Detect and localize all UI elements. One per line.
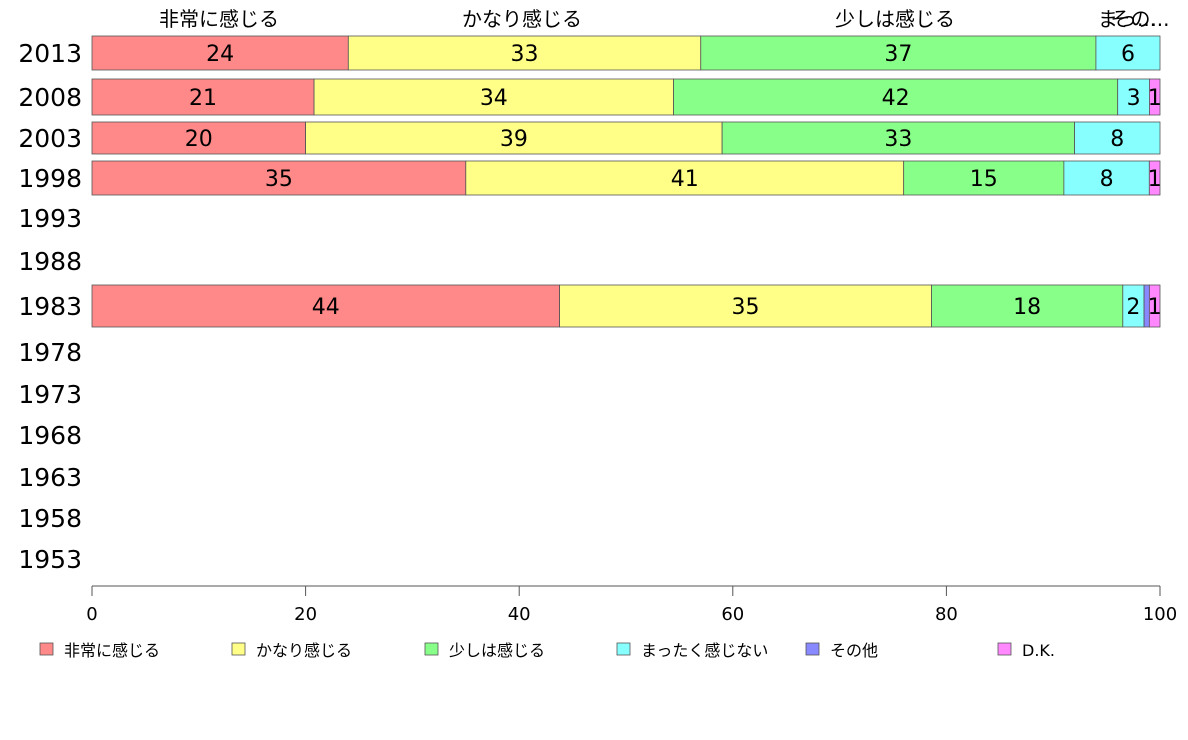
data-label: 33 <box>511 42 539 67</box>
data-label: 39 <box>500 127 528 152</box>
y-axis-labels: 2013 2008 2003 1998 1993 1988 1983 1978 1973 1968… <box>18 39 82 574</box>
x-tick-label: 100 <box>1143 604 1177 625</box>
top-label: 少しは感じる <box>835 7 955 31</box>
data-label: 42 <box>882 86 910 111</box>
bar-segment <box>1148 160 1161 196</box>
top-label: 非常に感じる <box>159 7 279 31</box>
legend-label: 非常に感じる <box>64 641 160 660</box>
x-tick-label: 40 <box>508 604 531 625</box>
bar-segment <box>1149 78 1161 116</box>
y-tick-label: 1958 <box>18 504 82 533</box>
data-label: 15 <box>970 167 998 192</box>
data-label: 35 <box>732 295 760 320</box>
legend-swatch <box>231 642 246 656</box>
bar-segment <box>721 121 1075 155</box>
legend-label: D.K. <box>1022 641 1055 660</box>
data-label: 8 <box>1100 167 1114 192</box>
data-label: 41 <box>671 167 699 192</box>
legend-swatch <box>39 642 54 656</box>
data-label: 1 <box>1148 295 1162 320</box>
y-tick-label: 1953 <box>18 545 82 574</box>
data-label: 3 <box>1127 86 1141 111</box>
data-label: 6 <box>1121 42 1135 67</box>
top-label: かなり感じる <box>462 7 582 31</box>
bars: 24 33 37 621 34 42 3 120 39 33 835 41 15 8 144 35 18 2 1 <box>91 35 1162 328</box>
bar-segment <box>700 35 1097 71</box>
bar-segment <box>313 78 674 116</box>
y-tick-label: 2003 <box>18 124 82 153</box>
y-tick-label: 1968 <box>18 421 82 450</box>
top-labels: 非常に感じる かなり感じる 少しは感じる まっ...その... <box>159 7 1170 31</box>
bar-segment <box>91 35 349 71</box>
bar-segment <box>91 284 560 328</box>
legend-swatch <box>616 642 631 656</box>
data-label: 44 <box>312 295 340 320</box>
legend-label: 少しは感じる <box>449 641 545 660</box>
bar-segment <box>903 160 1065 196</box>
data-label: 1 <box>1148 167 1162 192</box>
bar-segment <box>1148 284 1161 328</box>
y-tick-label: 1983 <box>18 292 82 321</box>
y-tick-label: 1993 <box>18 204 82 233</box>
x-tick-label: 20 <box>294 604 317 625</box>
y-tick-label: 2008 <box>18 83 82 112</box>
bar-segment <box>1074 121 1161 155</box>
data-label: 37 <box>884 42 912 67</box>
bar-segment <box>347 35 702 71</box>
y-tick-label: 1978 <box>18 338 82 367</box>
bar-segment <box>91 121 307 155</box>
legend-label: かなり感じる <box>256 641 352 660</box>
bar-segment <box>673 78 1119 116</box>
data-label: 18 <box>1013 295 1041 320</box>
data-label: 20 <box>185 127 213 152</box>
y-tick-label: 1998 <box>18 164 82 193</box>
data-label: 35 <box>265 167 293 192</box>
x-tick-label: 60 <box>721 604 744 625</box>
data-label: 2 <box>1126 295 1140 320</box>
bar-segment <box>465 160 905 196</box>
x-axis: 0 20 40 60 80 100 <box>86 585 1177 625</box>
x-tick-label: 80 <box>935 604 958 625</box>
bar-segment <box>91 78 315 116</box>
bar-segment <box>305 121 723 155</box>
data-label: 21 <box>189 86 217 111</box>
legend-swatch <box>424 642 439 656</box>
legend-label: その他 <box>830 641 878 660</box>
y-tick-label: 1973 <box>18 380 82 409</box>
y-tick-label: 2013 <box>18 39 82 68</box>
data-label: 1 <box>1148 86 1162 111</box>
top-label: まっ... <box>1098 7 1156 31</box>
y-tick-label: 1963 <box>18 463 82 492</box>
bar-segment <box>1063 160 1150 196</box>
bar-segment <box>1117 78 1150 116</box>
data-label: 24 <box>206 42 234 67</box>
bar-segment <box>1095 35 1161 71</box>
legend: 非常に感じる かなり感じる 少しは感じる まったく感じない その他 D.K. <box>39 641 1055 660</box>
data-label: 34 <box>480 86 508 111</box>
data-label: 8 <box>1110 127 1124 152</box>
data-label: 33 <box>884 127 912 152</box>
y-tick-label: 1988 <box>18 247 82 276</box>
bar-segment <box>931 284 1124 328</box>
top-label: その... <box>1110 7 1169 31</box>
legend-swatch <box>997 642 1012 656</box>
legend-swatch <box>805 642 820 656</box>
x-tick-label: 0 <box>86 604 97 625</box>
legend-label: まったく感じない <box>641 641 768 660</box>
